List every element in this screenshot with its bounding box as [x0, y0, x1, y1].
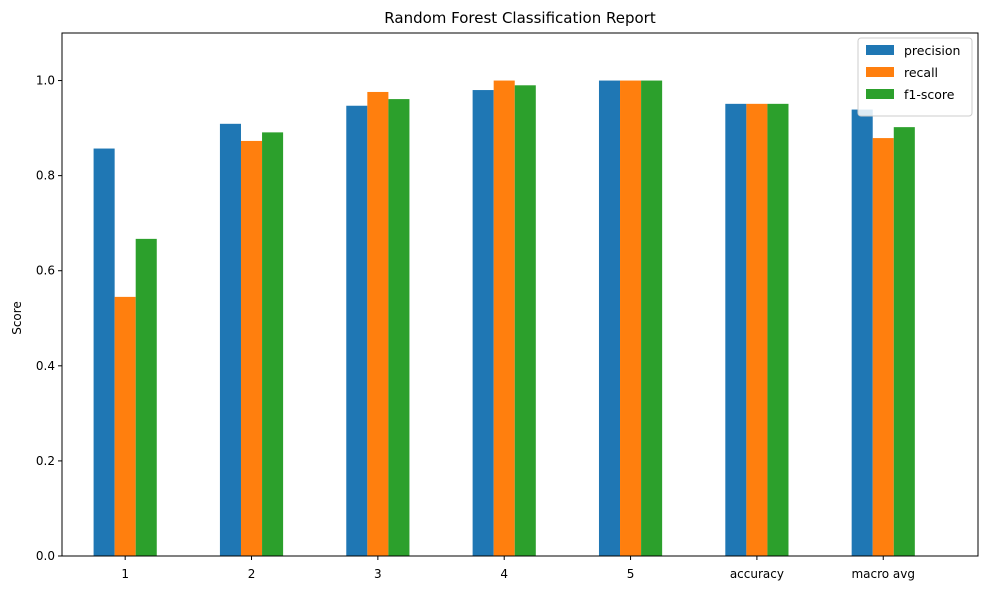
y-tick-label: 1.0: [36, 74, 55, 88]
y-tick-label: 0.2: [36, 454, 55, 468]
y-tick-label: 0.6: [36, 264, 55, 278]
bar-precision-2: [219, 123, 241, 556]
bar-recall-macro-avg: [872, 138, 894, 556]
x-axis: 1 2 3 4 5 accuracy macro avg: [121, 556, 915, 581]
bar-recall-3: [367, 91, 389, 557]
x-tick-label: 3: [374, 567, 382, 581]
plot-frame: [61, 32, 979, 557]
bar-f1-score-macro-avg: [893, 127, 915, 556]
bar-f1-score-4: [514, 85, 536, 557]
bars-group: [93, 80, 915, 557]
legend: precision recall f1-score: [857, 37, 973, 117]
bar-recall-1: [114, 296, 136, 556]
x-tick-label: 2: [248, 567, 256, 581]
bar-precision-macro-avg: [851, 109, 873, 557]
y-axis-label: Score: [10, 301, 24, 335]
chart-title: Random Forest Classification Report: [384, 9, 656, 27]
bar-precision-4: [472, 90, 494, 557]
x-tick-label: accuracy: [730, 567, 784, 581]
legend-label-precision: precision: [904, 43, 960, 58]
y-tick-label: 0.0: [36, 549, 55, 563]
bar-precision-5: [598, 80, 621, 557]
bar-f1-score-1: [135, 238, 157, 556]
y-tick-label: 0.4: [36, 359, 55, 373]
bar-recall-4: [493, 80, 515, 557]
bar-precision-accuracy: [725, 103, 747, 556]
legend-label-f1-score: f1-score: [904, 87, 955, 102]
y-tick-label: 0.8: [36, 169, 55, 183]
legend-swatch-precision: [866, 45, 894, 55]
bar-precision-3: [346, 105, 368, 557]
bar-f1-score-accuracy: [767, 103, 789, 556]
legend-swatch-recall: [866, 67, 894, 77]
legend-label-recall: recall: [904, 65, 938, 80]
x-tick-label: macro avg: [851, 567, 915, 581]
bar-f1-score-5: [641, 80, 663, 557]
bar-f1-score-3: [388, 99, 410, 556]
bar-recall-2: [240, 140, 263, 556]
bar-precision-1: [93, 148, 115, 557]
bar-recall-5: [620, 80, 642, 557]
bar-recall-accuracy: [746, 103, 768, 556]
x-tick-label: 5: [627, 567, 635, 581]
bar-f1-score-2: [262, 132, 284, 556]
legend-swatch-f1-score: [866, 89, 894, 99]
y-axis: 0.0 0.2 0.4 0.6 0.8 1.0: [36, 74, 62, 563]
x-tick-label: 4: [500, 567, 508, 581]
x-tick-label: 1: [121, 567, 129, 581]
